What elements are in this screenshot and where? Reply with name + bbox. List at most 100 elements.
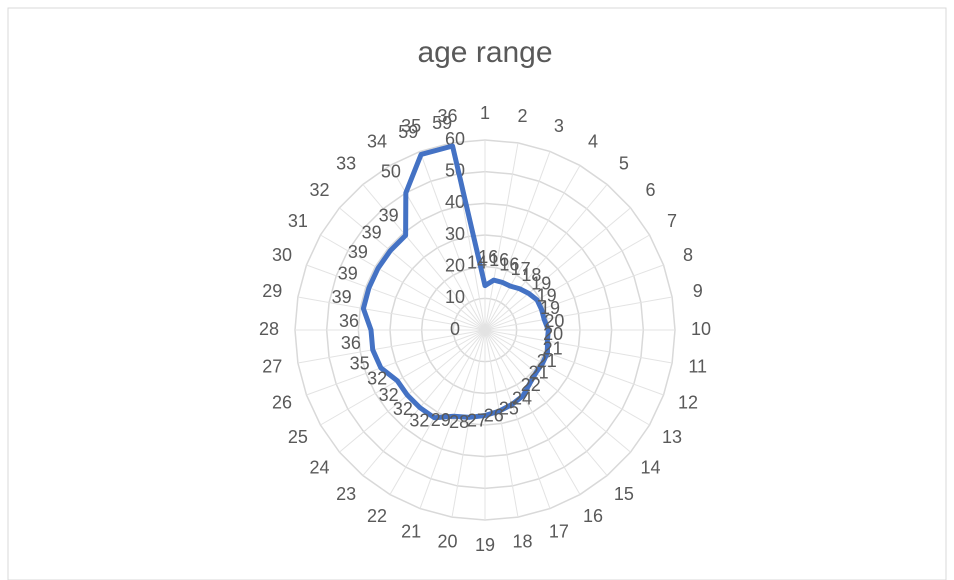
category-label: 21 bbox=[401, 522, 421, 542]
category-label: 31 bbox=[288, 211, 308, 231]
data-label: 50 bbox=[381, 162, 401, 182]
data-label: 16 bbox=[499, 255, 519, 275]
series-line bbox=[360, 143, 551, 421]
spoke bbox=[484, 329, 608, 476]
data-label: 22 bbox=[521, 375, 541, 395]
spoke bbox=[297, 329, 486, 364]
data-label: 39 bbox=[332, 287, 352, 307]
spoke bbox=[320, 234, 486, 331]
category-label: 29 bbox=[262, 281, 282, 301]
category-label: 34 bbox=[367, 132, 387, 152]
category-label: 19 bbox=[475, 535, 495, 555]
category-label: 12 bbox=[678, 393, 698, 413]
data-label: 32 bbox=[393, 399, 413, 419]
data-label: 14 bbox=[467, 252, 487, 272]
data-label: 32 bbox=[367, 368, 387, 388]
data-label: 32 bbox=[409, 411, 429, 431]
category-label: 24 bbox=[310, 458, 330, 478]
spoke bbox=[362, 184, 486, 331]
y-tick-label: 0 bbox=[450, 319, 460, 339]
data-label: 39 bbox=[338, 264, 358, 284]
data-label: 20 bbox=[543, 324, 563, 344]
category-label: 10 bbox=[691, 319, 711, 339]
data-label: 21 bbox=[529, 362, 549, 382]
category-label: 18 bbox=[512, 531, 532, 551]
data-label: 18 bbox=[521, 265, 541, 285]
category-label: 9 bbox=[693, 281, 703, 301]
category-label: 33 bbox=[336, 153, 356, 173]
chart-title: age range bbox=[417, 36, 552, 69]
spoke bbox=[484, 151, 551, 331]
data-label: 36 bbox=[341, 333, 361, 353]
y-tick-label: 10 bbox=[445, 287, 465, 307]
spoke bbox=[484, 296, 673, 331]
data-label: 26 bbox=[484, 406, 504, 426]
data-label: 19 bbox=[537, 285, 557, 305]
category-label: 14 bbox=[640, 458, 660, 478]
data-label: 20 bbox=[544, 311, 564, 331]
data-label: 32 bbox=[379, 385, 399, 405]
spoke bbox=[362, 329, 486, 476]
spoke bbox=[484, 142, 519, 331]
spoke bbox=[451, 329, 486, 518]
category-label: 16 bbox=[583, 506, 603, 526]
spoke bbox=[306, 264, 486, 331]
spoke bbox=[297, 296, 486, 331]
data-label: 16 bbox=[489, 250, 509, 270]
data-label: 19 bbox=[531, 274, 551, 294]
data-label: 29 bbox=[431, 410, 451, 430]
data-label: 16 bbox=[478, 247, 498, 267]
spoke bbox=[419, 151, 486, 331]
spoke bbox=[484, 329, 551, 509]
spoke bbox=[484, 329, 664, 396]
spoke bbox=[484, 234, 650, 331]
data-label: 35 bbox=[350, 353, 370, 373]
chart-area bbox=[7, 7, 947, 580]
category-label: 5 bbox=[619, 153, 629, 173]
category-label: 32 bbox=[310, 180, 330, 200]
category-label: 1 bbox=[480, 103, 490, 123]
spoke bbox=[389, 329, 486, 495]
data-label: 59 bbox=[432, 113, 452, 133]
data-label: 36 bbox=[339, 311, 359, 331]
data-label: 59 bbox=[398, 122, 418, 142]
spoke bbox=[484, 264, 664, 331]
category-label: 20 bbox=[437, 531, 457, 551]
category-label: 6 bbox=[645, 180, 655, 200]
y-tick-label: 40 bbox=[445, 192, 465, 212]
y-tick-label: 20 bbox=[445, 255, 465, 275]
category-label: 15 bbox=[614, 484, 634, 504]
spoke bbox=[484, 165, 581, 331]
y-tick-label: 60 bbox=[445, 129, 465, 149]
category-label: 27 bbox=[262, 356, 282, 376]
data-label: 27 bbox=[467, 410, 487, 430]
category-label: 8 bbox=[683, 245, 693, 265]
category-label: 4 bbox=[588, 132, 598, 152]
category-label: 13 bbox=[662, 427, 682, 447]
category-label: 11 bbox=[688, 356, 707, 376]
data-label: 28 bbox=[449, 412, 469, 432]
spoke bbox=[484, 329, 650, 426]
spoke bbox=[339, 207, 486, 331]
data-label: 21 bbox=[537, 351, 557, 371]
category-label: 22 bbox=[367, 506, 387, 526]
category-label: 36 bbox=[437, 106, 457, 126]
data-label: 17 bbox=[511, 259, 531, 279]
data-label: 39 bbox=[379, 205, 399, 225]
category-label: 3 bbox=[554, 116, 564, 136]
spoke bbox=[306, 329, 486, 396]
category-label: 30 bbox=[272, 245, 292, 265]
category-label: 25 bbox=[288, 427, 308, 447]
data-label: 25 bbox=[499, 398, 519, 418]
category-label: 35 bbox=[401, 116, 421, 136]
spoke bbox=[484, 329, 519, 518]
category-label: 23 bbox=[336, 484, 356, 504]
spoke bbox=[484, 329, 673, 364]
spoke bbox=[484, 329, 631, 453]
category-label: 26 bbox=[272, 393, 292, 413]
data-label: 24 bbox=[512, 389, 532, 409]
spoke bbox=[484, 207, 631, 331]
category-label: 17 bbox=[549, 522, 569, 542]
data-label: 19 bbox=[540, 298, 560, 318]
